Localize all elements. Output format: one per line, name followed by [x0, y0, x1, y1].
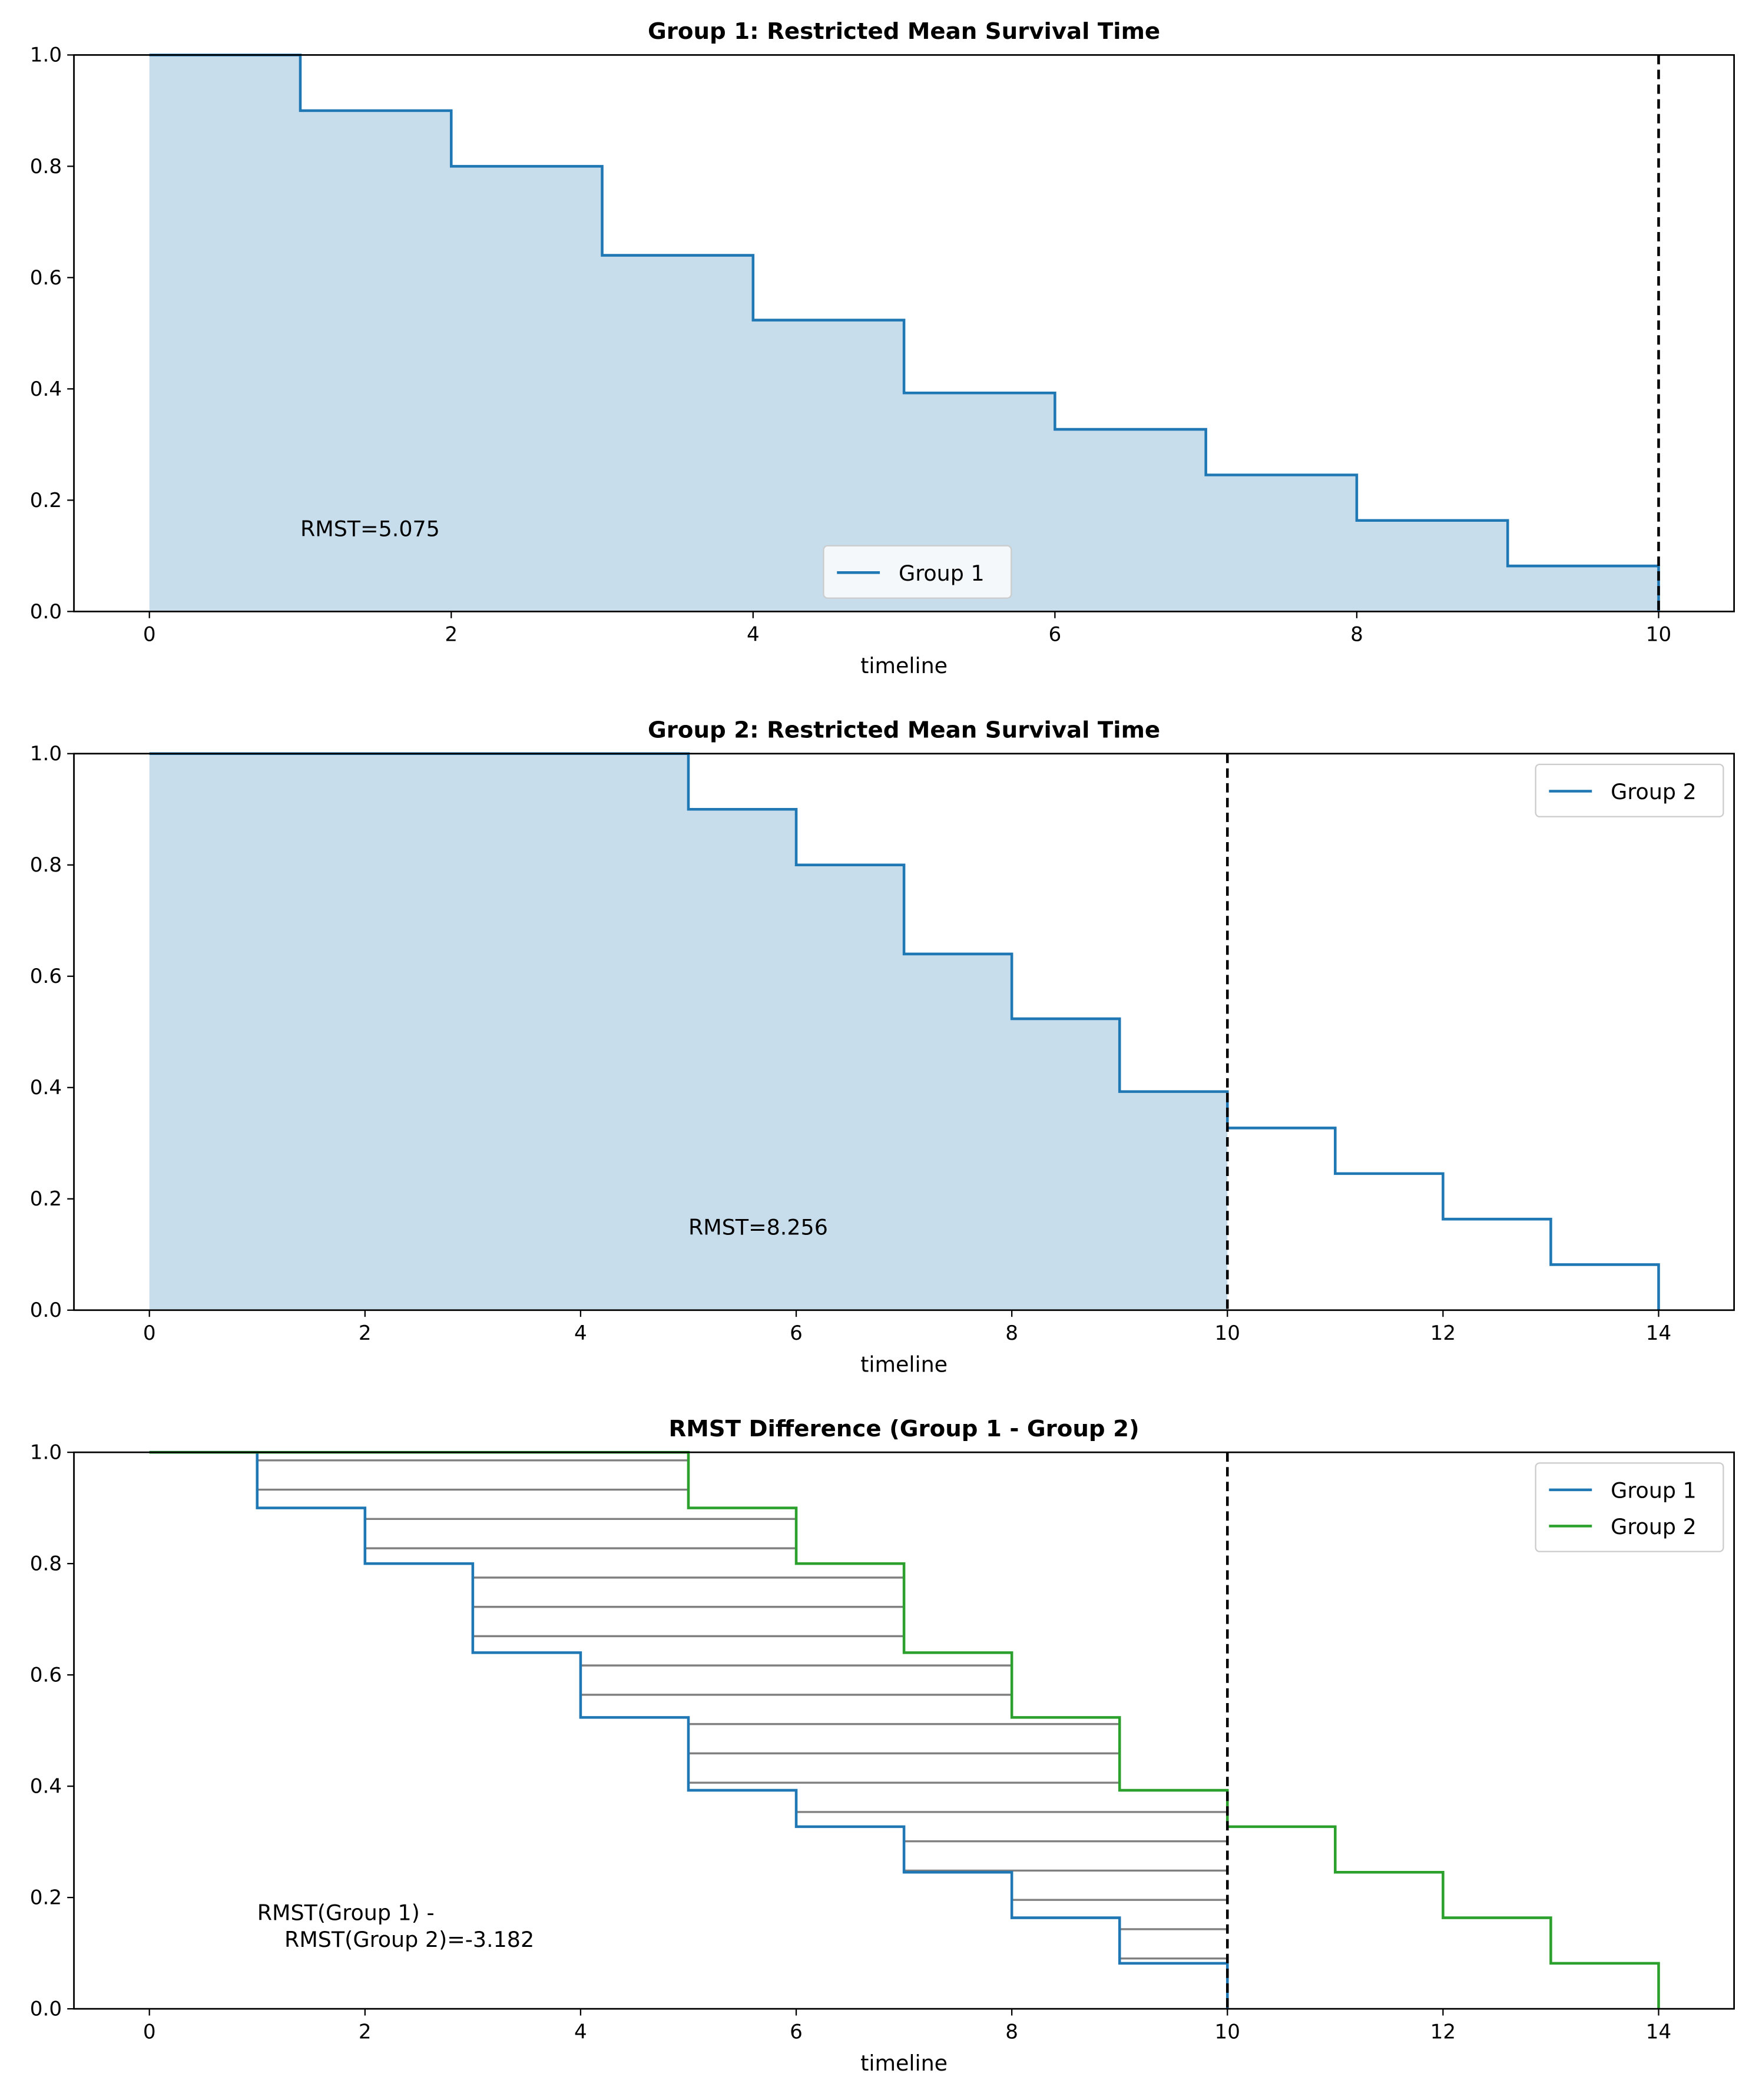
- y-tick-label: 0.4: [30, 1775, 62, 1798]
- y-tick-label: 0.4: [30, 1076, 62, 1099]
- x-tick-label: 0: [143, 2020, 156, 2043]
- chart-panel-2: 0 2 4 6 8 10 12 14 0.0 0.2 0.4 0.6 0.8 1.0 Group 2: Re…: [30, 717, 1735, 1377]
- y-tick-label: 1.0: [30, 44, 62, 67]
- x-tick-label: 10: [1215, 1321, 1240, 1345]
- y-tick-label: 1.0: [30, 1441, 62, 1465]
- axes-frame: [73, 54, 1735, 612]
- y-tick-label: 0.8: [30, 853, 62, 877]
- y-tick-label: 0.2: [30, 1886, 62, 1910]
- x-tick-label: 2: [359, 2020, 372, 2043]
- axes-frame: [73, 753, 1735, 1311]
- axes-frame: [73, 1451, 1735, 2010]
- x-tick-label: 12: [1430, 1321, 1456, 1345]
- x-tick-label: 14: [1646, 2020, 1671, 2043]
- y-tick-label: 0.6: [30, 1664, 62, 1687]
- rmst-annotation: RMST=8.256: [688, 1215, 828, 1240]
- x-tick-label: 10: [1215, 2020, 1240, 2043]
- x-tick-label: 8: [1005, 1321, 1018, 1345]
- y-tick-label: 0.2: [30, 489, 62, 512]
- x-tick-label: 4: [574, 1321, 587, 1345]
- survival-curve-group-2: [149, 752, 1660, 1310]
- y-tick-label: 0.6: [30, 266, 62, 290]
- x-tick-label: 6: [790, 1321, 803, 1345]
- x-tick-label: 6: [1049, 622, 1062, 646]
- legend-box: [1535, 1462, 1724, 1552]
- y-tick-label: 0.4: [30, 377, 62, 401]
- rmst-annotation: RMST=5.075: [300, 516, 440, 541]
- x-tick-label: 4: [747, 622, 760, 646]
- y-tick-label: 0.0: [30, 1299, 62, 1322]
- y-tick-label: 0.6: [30, 965, 62, 988]
- x-axis-label: timeline: [860, 1352, 948, 1377]
- y-tick-label: 1.0: [30, 742, 62, 766]
- x-axis-label: timeline: [860, 2051, 948, 2076]
- rmst-annotation: RMST(Group 2)=-3.182: [257, 1927, 534, 1952]
- x-tick-label: 10: [1646, 622, 1671, 646]
- legend-label: Group 2: [1611, 779, 1697, 804]
- x-tick-label: 14: [1646, 1321, 1671, 1345]
- legend-box: [1535, 763, 1724, 817]
- legend: Group 1 Group 2: [1535, 1462, 1724, 1552]
- legend-label: Group 2: [1611, 1514, 1697, 1539]
- x-tick-label: 0: [143, 622, 156, 646]
- rmst-annotation: RMST(Group 1) -: [257, 1900, 435, 1925]
- x-tick-label: 2: [445, 622, 458, 646]
- chart-title: Group 2: Restricted Mean Survival Time: [648, 717, 1160, 743]
- legend-label: Group 1: [899, 561, 985, 586]
- legend-box: [823, 545, 1012, 599]
- x-tick-label: 4: [574, 2020, 587, 2043]
- x-tick-label: 6: [790, 2020, 803, 2043]
- survival-curve-group-1: [149, 1450, 1229, 2009]
- y-tick-label: 0.0: [30, 600, 62, 624]
- y-tick-label: 0.8: [30, 1552, 62, 1576]
- chart-title: RMST Difference (Group 1 - Group 2): [668, 1416, 1139, 1442]
- chart-title: Group 1: Restricted Mean Survival Time: [648, 18, 1160, 45]
- x-tick-label: 0: [143, 1321, 156, 1345]
- legend: Group 1: [823, 545, 1012, 599]
- x-tick-label: 12: [1430, 2020, 1456, 2043]
- x-tick-label: 8: [1350, 622, 1363, 646]
- chart-panel-1: 0 2 4 6 8 10 0.0 0.2 0.4 0.6 0.8 1.0 Group 1: Restri…: [30, 18, 1735, 678]
- x-axis-label: timeline: [860, 653, 948, 678]
- survival-curve-group-1: [149, 54, 1660, 612]
- y-tick-label: 0.2: [30, 1187, 62, 1211]
- y-tick-label: 0.0: [30, 1998, 62, 2021]
- legend-label: Group 1: [1611, 1478, 1697, 1503]
- chart-panel-3: 0 2 4 6 8 10 12 14 0.0 0.2 0.4 0.6 0.8 1.0 RMST Differ…: [30, 1416, 1735, 2076]
- y-tick-label: 0.8: [30, 155, 62, 178]
- rmst-area-fill: [149, 753, 1228, 1310]
- x-tick-label: 8: [1005, 2020, 1018, 2043]
- survival-curve-group-2: [149, 1450, 1660, 2009]
- x-tick-label: 2: [359, 1321, 372, 1345]
- legend: Group 2: [1535, 763, 1724, 817]
